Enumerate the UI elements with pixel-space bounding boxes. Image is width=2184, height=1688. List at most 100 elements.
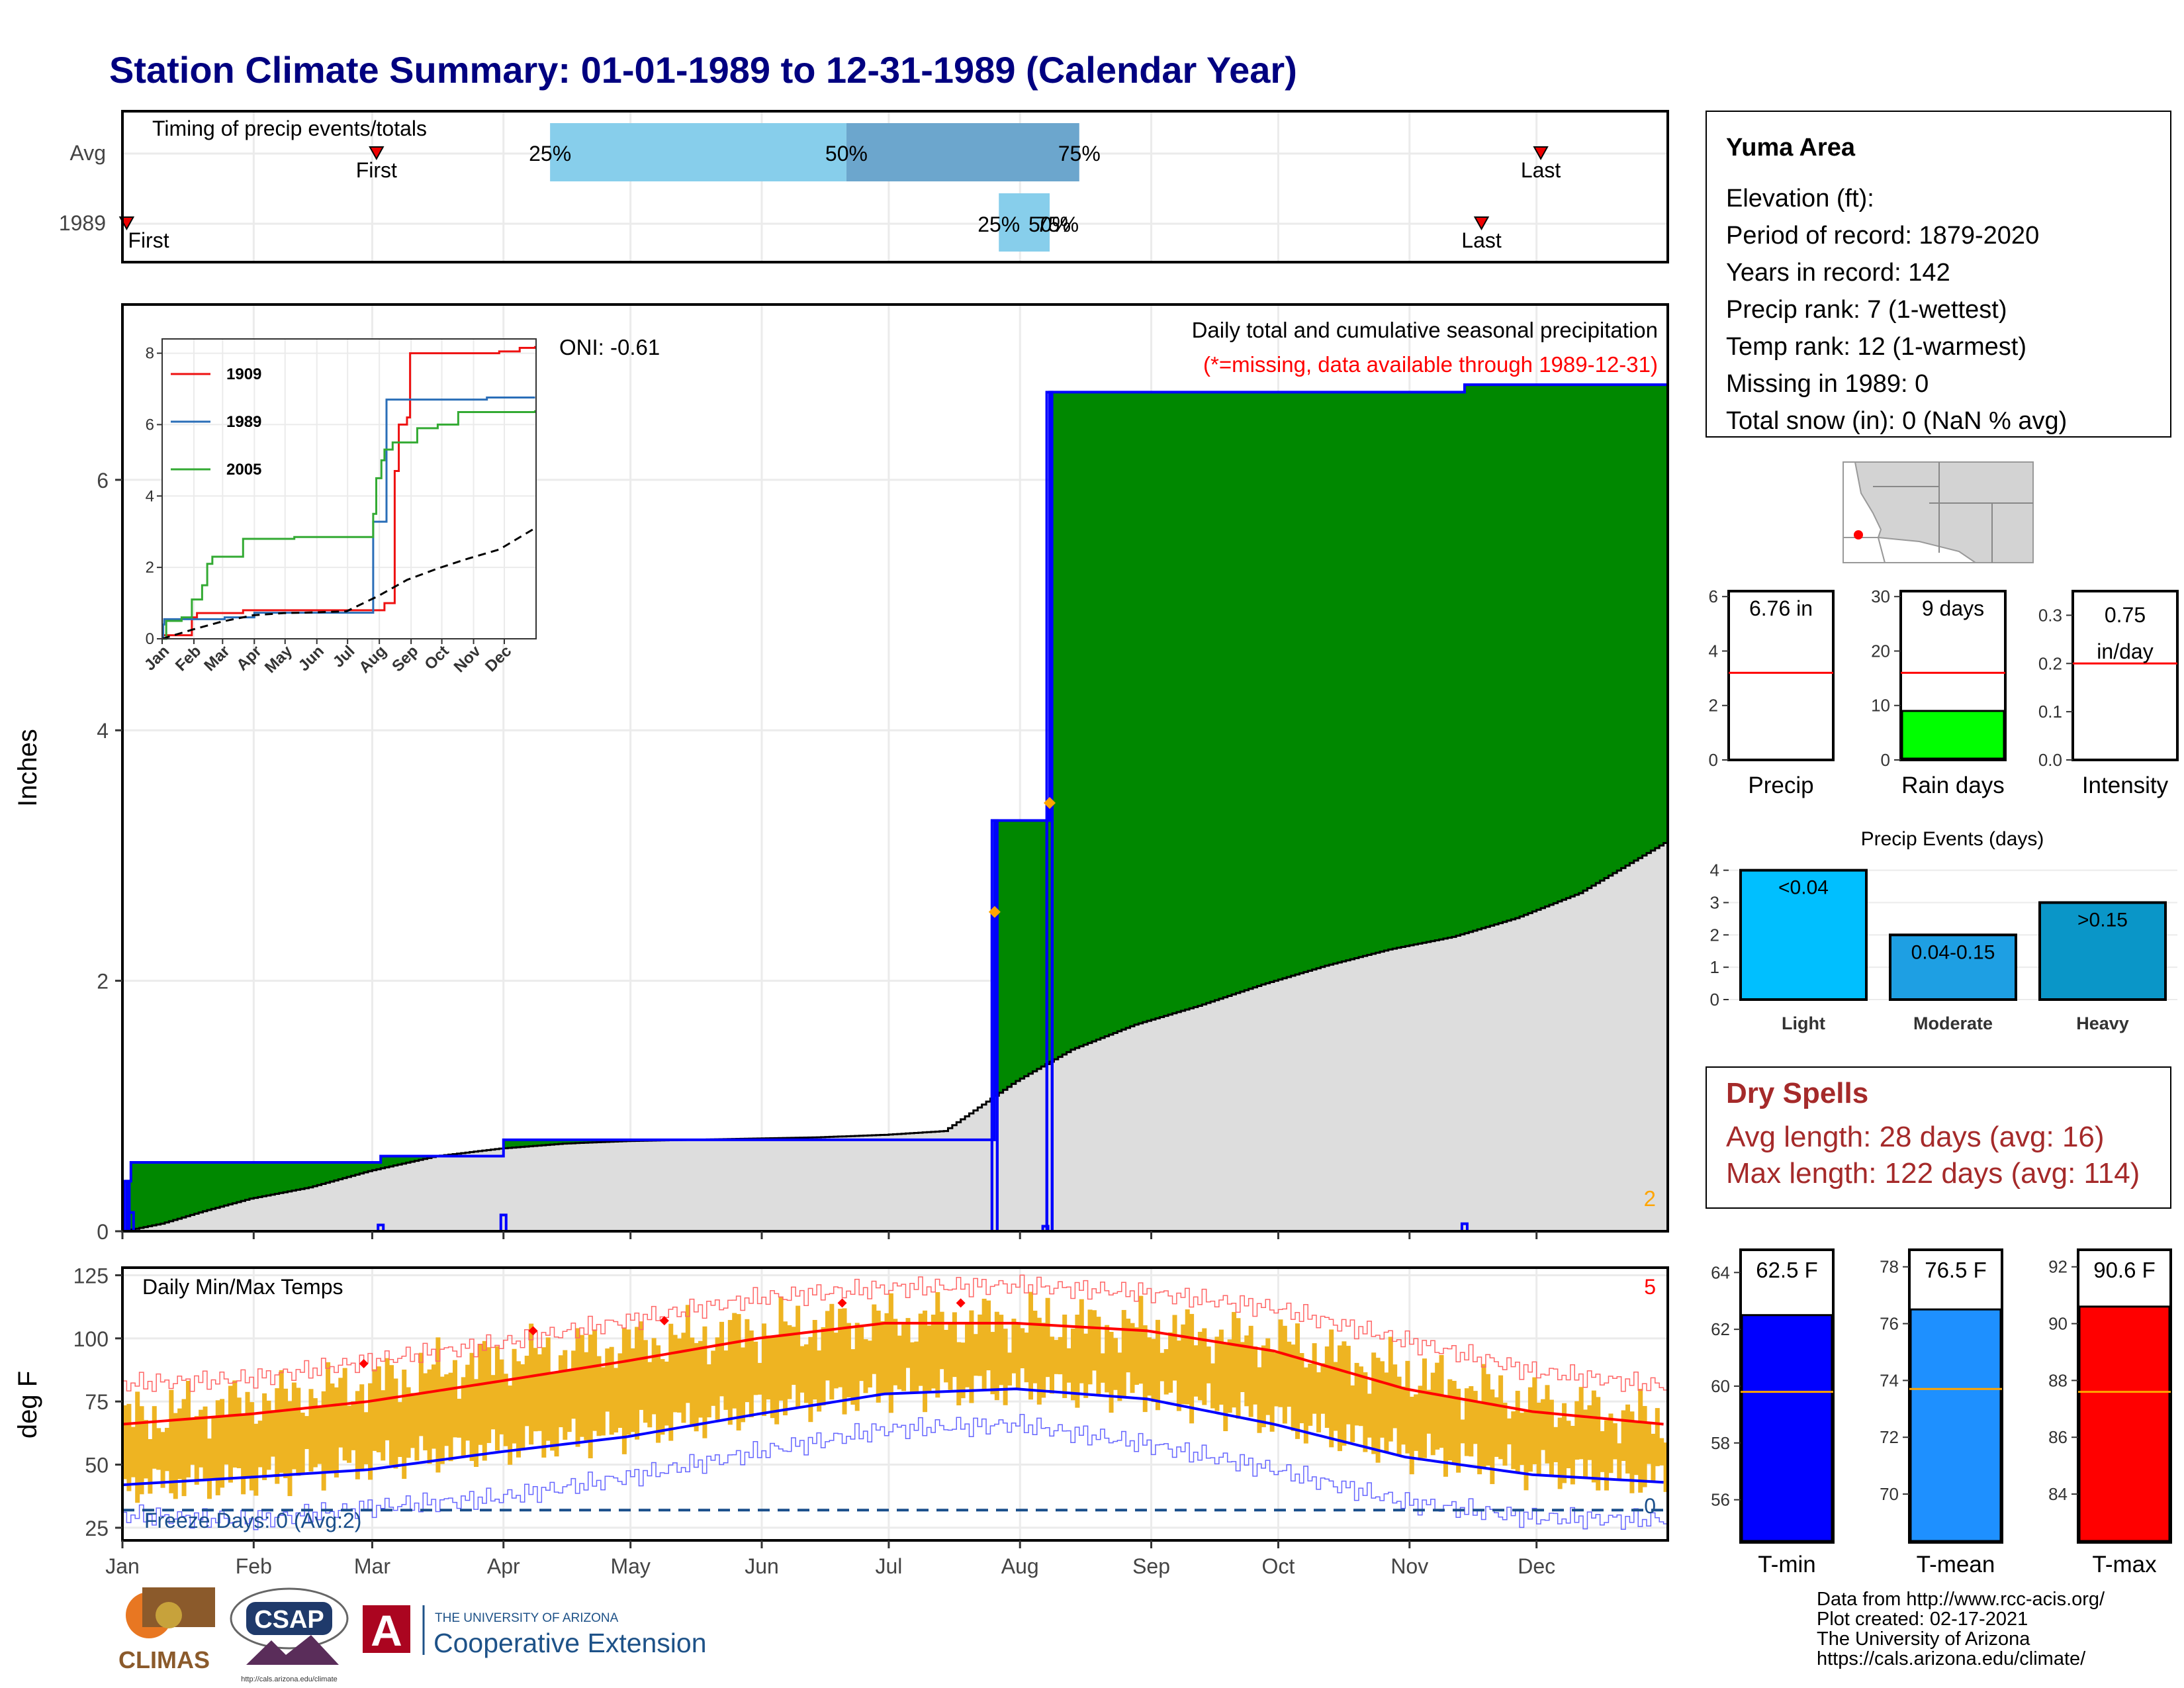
- above-normal-day-295: [1367, 392, 1372, 955]
- daily-temp-bar-265: [1240, 1342, 1245, 1392]
- daily-temp-bar-1: [122, 1405, 127, 1479]
- rain-days-ytick-label-0: 0: [1881, 750, 1890, 770]
- daily-temp-bar-263: [1232, 1311, 1237, 1408]
- daily-temp-bar-205: [986, 1300, 991, 1371]
- daily-temp-bar-42: [296, 1387, 301, 1476]
- daily-temp-bar-299: [1384, 1372, 1389, 1453]
- daily-temp-bar-359: [1638, 1389, 1643, 1493]
- daily-temp-bar-89: [494, 1346, 500, 1451]
- daily-temp-bar-291: [1350, 1385, 1355, 1442]
- daily-temp-bar-154: [770, 1336, 775, 1419]
- daily-temp-bar-318: [1464, 1388, 1469, 1456]
- above-normal-day-6: [143, 1162, 148, 1227]
- above-normal-day-47: [317, 1162, 322, 1186]
- above-normal-day-294: [1363, 392, 1368, 957]
- daily-temp-bar-344: [1574, 1401, 1580, 1460]
- station-line-missing: Missing in 1989: 0: [1726, 370, 1929, 398]
- daily-temp-bar-78: [448, 1372, 453, 1462]
- daily-temp-bar-202: [973, 1334, 978, 1376]
- daily-temp-bar-284: [1320, 1363, 1326, 1414]
- above-normal-day-297: [1375, 392, 1381, 953]
- above-normal-day-103: [554, 1139, 559, 1145]
- year-timing-label-25: 25%: [978, 212, 1020, 236]
- daily-temp-bar-139: [706, 1364, 711, 1418]
- daily-temp-bar-19: [199, 1409, 204, 1468]
- above-normal-day-263: [1232, 392, 1237, 995]
- daily-temp-bar-261: [1223, 1343, 1228, 1432]
- daily-temp-bar-136: [694, 1342, 699, 1432]
- year-timing-bar: [999, 193, 1050, 252]
- above-normal-day-13: [173, 1162, 178, 1220]
- above-normal-day-54: [347, 1162, 352, 1177]
- daily-temp-bar-298: [1379, 1361, 1385, 1438]
- above-normal-day-101: [545, 1139, 551, 1145]
- precip-ytick-label-3: 6: [97, 469, 109, 492]
- daily-temp-bar-358: [1633, 1422, 1639, 1476]
- csap-url: http://cals.arizona.edu/climate: [241, 1675, 338, 1683]
- credit-data-source: Data from http://www.rcc-acis.org/: [1817, 1589, 2105, 1610]
- daily-temp-bar-134: [685, 1305, 690, 1403]
- above-normal-day-363: [1655, 385, 1660, 849]
- station-location-marker: [1854, 530, 1863, 539]
- daily-temp-bar-219: [1045, 1297, 1050, 1378]
- daily-temp-bar-179: [876, 1310, 881, 1403]
- avg-timing-label-50: 50%: [825, 142, 868, 165]
- station-line-years: Years in record: 142: [1726, 259, 1950, 287]
- above-normal-day-32: [253, 1162, 259, 1198]
- daily-temp-bar-231: [1096, 1317, 1101, 1395]
- daily-temp-bar-289: [1342, 1341, 1347, 1446]
- inset-legend-label-1989: 1989: [226, 413, 261, 431]
- daily-temp-bar-220: [1050, 1336, 1054, 1394]
- above-normal-day-58: [363, 1162, 369, 1172]
- avg-last-label: Last: [1521, 158, 1561, 182]
- daily-temp-bar-93: [512, 1348, 517, 1444]
- temp-ytick-label-4: 125: [73, 1264, 109, 1288]
- daily-temp-bar-238: [1126, 1319, 1131, 1373]
- above-normal-day-29: [241, 1162, 246, 1201]
- above-normal-day-238: [1126, 392, 1131, 1028]
- daily-temp-bar-267: [1248, 1325, 1253, 1417]
- daily-temp-bar-104: [558, 1355, 563, 1428]
- above-normal-day-302: [1396, 392, 1402, 948]
- inset-ytick-label-1: 2: [146, 559, 154, 577]
- daily-temp-bar-276: [1287, 1341, 1292, 1407]
- above-normal-day-93: [512, 1139, 517, 1148]
- daily-temp-bar-116: [609, 1346, 614, 1435]
- climas-logo: CLIMAS: [118, 1587, 215, 1673]
- missing-marker-1: [1044, 796, 1056, 809]
- above-normal-day-361: [1647, 385, 1652, 853]
- intensity-ytick-label-3: 0.3: [2038, 605, 2062, 625]
- above-normal-day-39: [283, 1162, 289, 1193]
- month-label-mar: Mar: [354, 1554, 390, 1578]
- above-normal-day-300: [1388, 392, 1393, 950]
- above-normal-day-109: [579, 1139, 584, 1143]
- daily-temp-bar-221: [1054, 1340, 1059, 1374]
- daily-temp-bar-216: [1032, 1311, 1038, 1383]
- daily-temp-bar-264: [1236, 1318, 1241, 1419]
- daily-temp-bar-75: [435, 1337, 441, 1473]
- above-normal-day-345: [1578, 385, 1584, 894]
- daily-temp-bar-262: [1227, 1339, 1232, 1413]
- daily-temp-bar-2: [126, 1403, 132, 1491]
- daily-temp-bar-256: [1202, 1328, 1207, 1405]
- daily-temp-bar-74: [432, 1364, 436, 1449]
- above-normal-day-37: [275, 1162, 280, 1194]
- above-normal-day-65: [393, 1156, 398, 1166]
- daily-temp-bar-247: [1163, 1349, 1169, 1395]
- above-normal-day-49: [326, 1162, 331, 1183]
- above-normal-day-105: [563, 1139, 568, 1144]
- daily-temp-bar-26: [228, 1385, 233, 1483]
- above-normal-day-315: [1451, 392, 1457, 937]
- avg-first-marker: [369, 146, 385, 161]
- csap-text: CSAP: [254, 1606, 324, 1634]
- above-normal-day-216: [1032, 820, 1038, 1072]
- above-normal-day-321: [1477, 385, 1482, 930]
- daily-temp-bar-79: [452, 1360, 457, 1438]
- above-normal-day-336: [1541, 385, 1546, 908]
- inset-legend-label-1909: 1909: [226, 365, 261, 383]
- daily-temp-bar-145: [732, 1313, 737, 1409]
- daily-temp-bar-275: [1282, 1325, 1287, 1424]
- events-bar-label-light: <0.04: [1778, 877, 1829, 899]
- above-normal-day-287: [1333, 392, 1338, 964]
